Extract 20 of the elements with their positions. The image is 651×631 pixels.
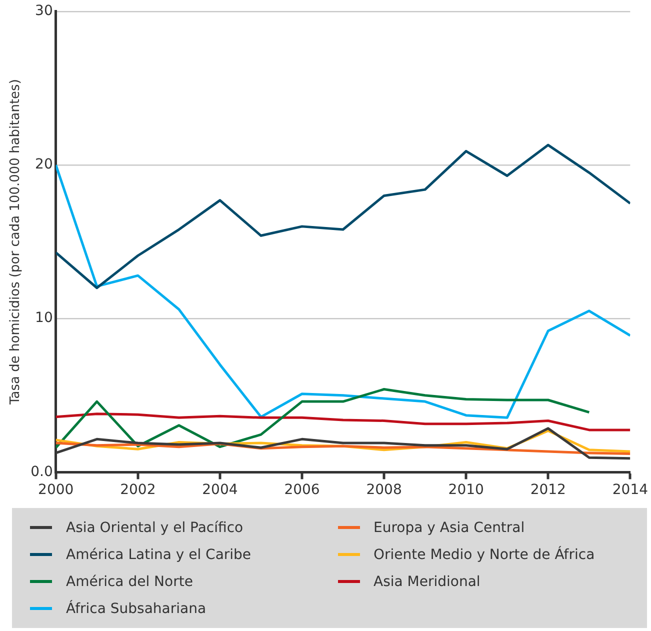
y-tick-label: 0.0: [30, 464, 53, 480]
x-tick-label: 2014: [612, 482, 648, 498]
y-tick-label: 30: [35, 3, 53, 20]
legend-label: Asia Meridional: [374, 574, 480, 590]
legend-label: Asia Oriental y el Pacífico: [66, 520, 244, 536]
x-tick-label: 2012: [530, 482, 566, 498]
legend-label: Oriente Medio y Norte de África: [374, 546, 595, 562]
legend-label: África Subsahariana: [66, 600, 206, 616]
x-tick-label: 2006: [284, 482, 320, 498]
legend-label: América Latina y el Caribe: [66, 546, 252, 562]
y-tick-label: 10: [35, 310, 53, 326]
y-axis-title: Tasa de homicidios (por cada 100.000 habitantes): [8, 79, 24, 406]
x-tick-label: 2010: [448, 482, 484, 498]
legend-label: América del Norte: [66, 574, 193, 590]
y-tick-label: 20: [35, 156, 53, 173]
x-tick-label: 2002: [120, 482, 156, 498]
x-tick-label: 2008: [366, 482, 402, 498]
x-tick-label: 2000: [38, 482, 74, 498]
x-tick-label: 2004: [202, 482, 238, 498]
legend-label: Europa y Asia Central: [374, 520, 525, 536]
